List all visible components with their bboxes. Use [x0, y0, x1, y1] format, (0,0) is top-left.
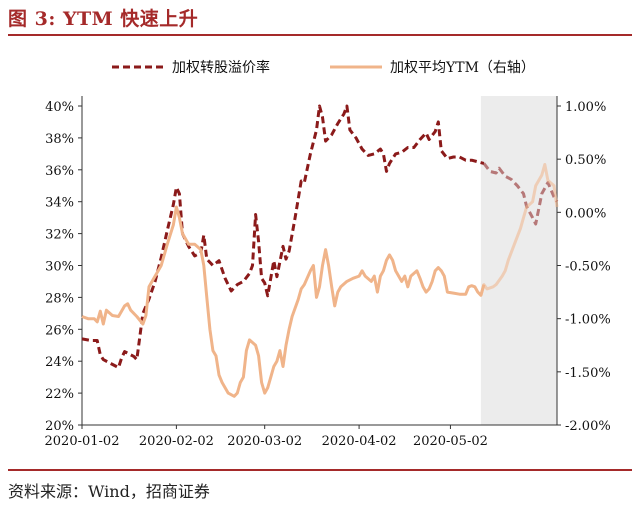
left-tick-label: 20%	[45, 419, 74, 434]
series-line-premium-shaded	[482, 162, 559, 226]
left-tick-label: 36%	[45, 164, 74, 179]
left-tick-label: 40%	[45, 100, 74, 115]
x-tick-label: 2020-01-02	[45, 434, 120, 449]
right-tick-label: 1.00%	[565, 100, 606, 115]
left-tick-label: 30%	[45, 260, 74, 275]
right-tick-label: -0.50%	[565, 260, 611, 275]
right-tick-label: 0.50%	[565, 153, 606, 168]
plot-area: 20% 22% 24% 26% 28% 30% 32% 34% 36% 38% 40% -2.00% -…	[45, 96, 611, 449]
legend-label-ytm: 加权平均YTM（右轴）	[390, 60, 535, 76]
x-tick-label: 2020-03-02	[227, 434, 302, 449]
source-note: 资料来源：Wind，招商证券	[8, 482, 210, 501]
x-tick-label: 2020-02-02	[139, 434, 214, 449]
left-tick-label: 24%	[45, 355, 74, 370]
left-tick-label: 34%	[45, 196, 74, 211]
left-tick-label: 38%	[45, 132, 74, 147]
title-rule	[8, 34, 632, 36]
x-tick-label: 2020-04-02	[322, 434, 397, 449]
legend: 加权转股溢价率 加权平均YTM（右轴）	[112, 59, 535, 76]
figure-title: 图 3: YTM 快速上升	[8, 8, 199, 30]
series-line-ytm-shaded	[479, 163, 559, 296]
left-tick-label: 32%	[45, 228, 74, 243]
left-tick-label: 26%	[45, 323, 74, 338]
series-line-ytm	[81, 205, 486, 398]
x-tick-label: 2020-05-02	[413, 434, 488, 449]
series-line-premium	[81, 104, 485, 370]
left-tick-label: 22%	[45, 387, 74, 402]
legend-label-premium: 加权转股溢价率	[172, 59, 270, 76]
highlight-region	[480, 96, 557, 425]
right-tick-label: -1.50%	[565, 366, 611, 381]
left-tick-label: 28%	[45, 291, 74, 306]
right-tick-label: 0.00%	[565, 206, 606, 221]
right-tick-label: -1.00%	[565, 313, 611, 328]
right-tick-label: -2.00%	[565, 419, 611, 434]
source-rule	[8, 469, 632, 471]
